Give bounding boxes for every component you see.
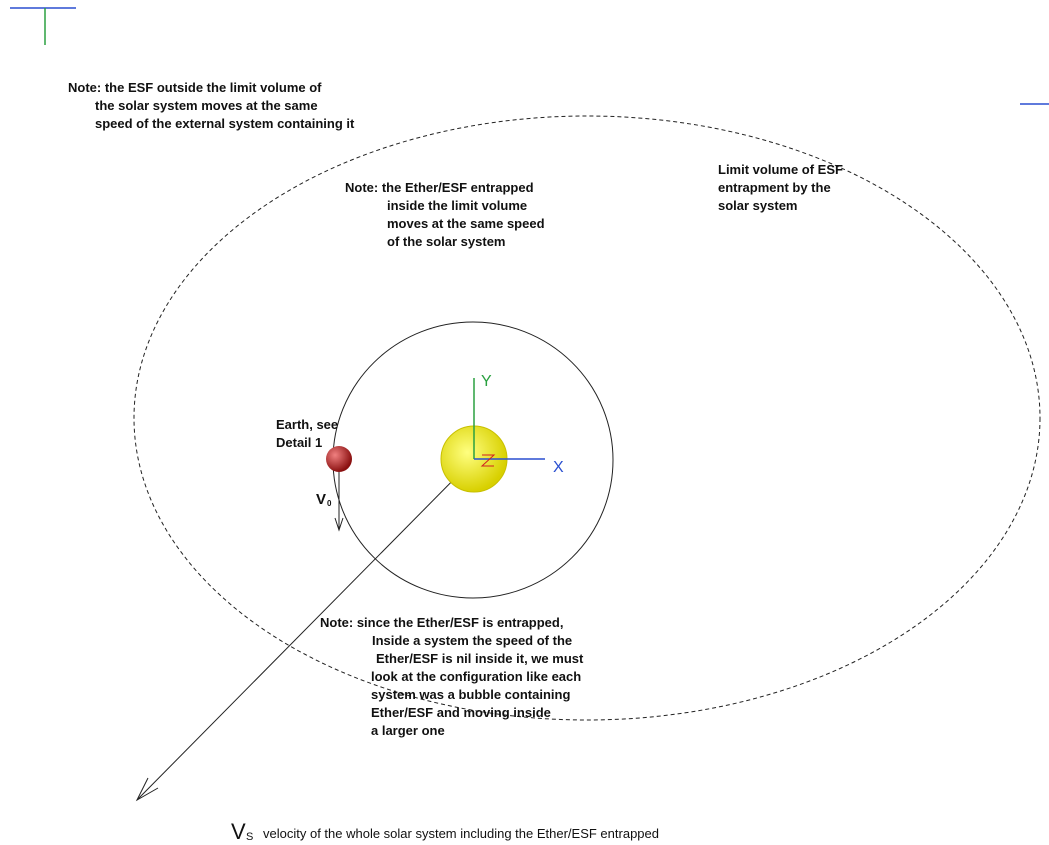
v0-symbol: V — [316, 491, 326, 508]
note-limit: Limit volume of ESF — [718, 162, 843, 177]
note-bubble: a larger one — [371, 723, 445, 738]
diagram: Y X V 0 Note: the ESF outside the limit … — [0, 0, 1049, 845]
v0-subscript: 0 — [327, 499, 332, 508]
note-bubble: Ether/ESF is nil inside it, we must — [376, 651, 584, 666]
note-inside: of the solar system — [387, 234, 506, 249]
earth-label: Earth, see — [276, 417, 338, 432]
earth-label: Detail 1 — [276, 435, 322, 450]
note-limit: entrapment by the — [718, 180, 831, 195]
note-outside: the solar system moves at the same — [95, 98, 318, 113]
note-inside: Note: the Ether/ESF entrapped — [345, 180, 534, 195]
note-bubble: system was a bubble containing — [371, 687, 570, 702]
vs-symbol: V — [231, 819, 246, 844]
limit-volume — [134, 116, 1040, 720]
note-bubble: Ether/ESF and moving inside — [371, 705, 551, 720]
vs-caption: velocity of the whole solar system inclu… — [263, 826, 659, 841]
note-inside: moves at the same speed — [387, 216, 545, 231]
note-outside: speed of the external system containing … — [95, 116, 355, 131]
vs-subscript: S — [246, 831, 253, 843]
note-limit: solar system — [718, 198, 798, 213]
note-inside: inside the limit volume — [387, 198, 527, 213]
x-label: X — [553, 459, 564, 476]
y-label: Y — [481, 373, 492, 390]
earth — [326, 446, 352, 472]
note-outside: Note: the ESF outside the limit volume o… — [68, 80, 322, 95]
note-bubble: Note: since the Ether/ESF is entrapped, — [320, 615, 563, 630]
note-bubble: look at the configuration like each — [371, 669, 581, 684]
note-bubble: Inside a system the speed of the — [372, 633, 572, 648]
